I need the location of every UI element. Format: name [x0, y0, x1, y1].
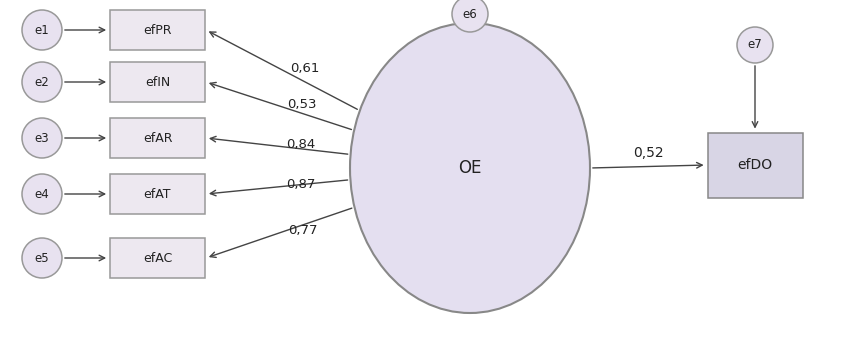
Text: efAR: efAR: [143, 132, 173, 145]
Text: e2: e2: [35, 76, 50, 89]
Circle shape: [22, 118, 62, 158]
Text: 0,52: 0,52: [633, 146, 664, 160]
Circle shape: [22, 62, 62, 102]
FancyBboxPatch shape: [707, 132, 802, 197]
Circle shape: [452, 0, 488, 32]
Text: 0,61: 0,61: [290, 62, 320, 75]
Text: e7: e7: [748, 39, 762, 52]
Text: e6: e6: [462, 8, 477, 21]
Text: e5: e5: [35, 251, 50, 264]
Text: 0,84: 0,84: [285, 138, 315, 151]
FancyBboxPatch shape: [110, 62, 205, 102]
Text: e3: e3: [35, 132, 50, 145]
Text: efIN: efIN: [145, 76, 170, 89]
Text: 0,77: 0,77: [288, 224, 317, 237]
Text: efPR: efPR: [143, 24, 172, 37]
Text: efDO: efDO: [738, 158, 773, 172]
Text: efAT: efAT: [144, 187, 171, 200]
Text: e1: e1: [35, 24, 50, 37]
Text: 0,53: 0,53: [288, 98, 317, 111]
Text: efAC: efAC: [143, 251, 172, 264]
Circle shape: [22, 174, 62, 214]
FancyBboxPatch shape: [110, 174, 205, 214]
Circle shape: [737, 27, 773, 63]
FancyBboxPatch shape: [110, 10, 205, 50]
Circle shape: [22, 10, 62, 50]
Ellipse shape: [350, 23, 590, 313]
Text: 0,87: 0,87: [285, 179, 315, 192]
Text: OE: OE: [458, 159, 482, 177]
Text: e4: e4: [35, 187, 50, 200]
FancyBboxPatch shape: [110, 118, 205, 158]
FancyBboxPatch shape: [110, 238, 205, 278]
Circle shape: [22, 238, 62, 278]
